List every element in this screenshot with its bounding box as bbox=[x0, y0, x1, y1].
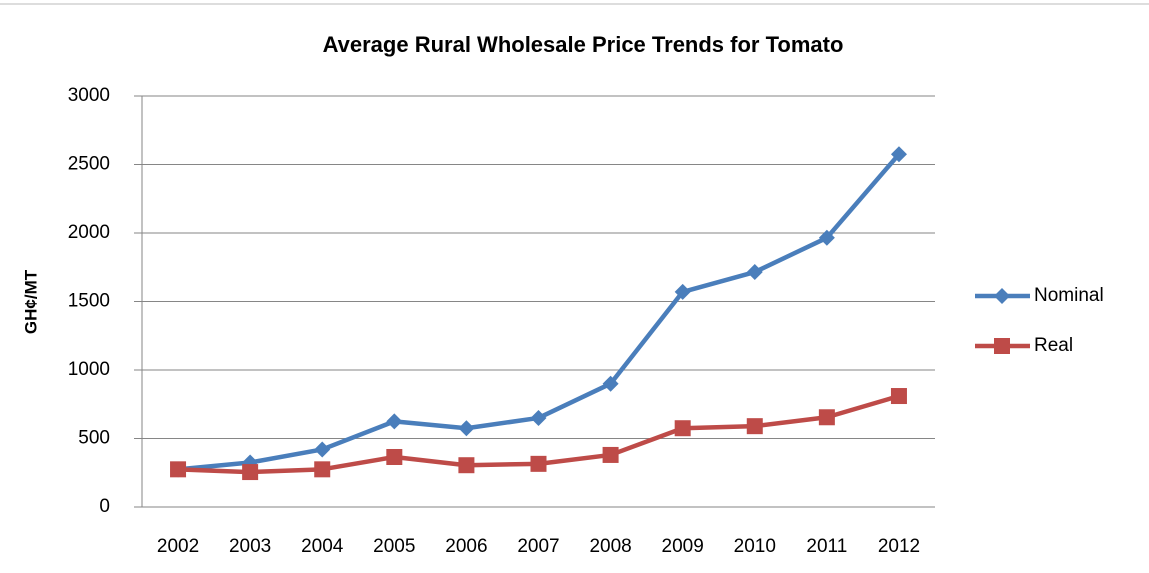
legend-label: Nominal bbox=[1034, 285, 1104, 306]
x-tick-label: 2011 bbox=[806, 536, 847, 557]
data-point bbox=[458, 457, 475, 474]
data-point bbox=[890, 388, 907, 405]
x-tick-label: 2008 bbox=[589, 536, 631, 557]
y-tick-label: 500 bbox=[78, 428, 110, 449]
data-point bbox=[674, 283, 691, 300]
data-point bbox=[602, 375, 619, 392]
data-point bbox=[314, 441, 331, 458]
x-tick-label: 2002 bbox=[157, 536, 199, 557]
data-point bbox=[530, 455, 547, 472]
y-tick-label: 3000 bbox=[68, 85, 110, 106]
x-tick-label: 2005 bbox=[373, 536, 415, 557]
y-tick-label: 1500 bbox=[68, 291, 110, 312]
chart-title: Average Rural Wholesale Price Trends for… bbox=[323, 32, 844, 57]
data-point bbox=[314, 461, 331, 478]
data-point bbox=[674, 420, 691, 437]
data-point bbox=[818, 229, 835, 246]
data-point bbox=[818, 409, 835, 426]
data-point bbox=[458, 420, 475, 437]
y-tick-label: 2000 bbox=[68, 222, 110, 243]
data-point bbox=[602, 446, 619, 463]
x-tick-label: 2006 bbox=[445, 536, 487, 557]
x-tick-label: 2007 bbox=[517, 536, 559, 557]
y-tick-label: 2500 bbox=[68, 154, 110, 175]
data-point bbox=[530, 409, 547, 426]
data-point bbox=[746, 418, 763, 435]
legend-label: Real bbox=[1034, 335, 1073, 356]
y-tick-label: 1000 bbox=[68, 359, 110, 380]
x-tick-label: 2010 bbox=[734, 536, 776, 557]
x-tick-label: 2012 bbox=[878, 536, 920, 557]
data-point bbox=[746, 264, 763, 281]
y-tick-label: 0 bbox=[99, 496, 110, 517]
y-axis-label: GH¢/MT bbox=[21, 269, 40, 334]
data-point bbox=[170, 461, 187, 478]
legend-marker bbox=[994, 288, 1010, 304]
x-tick-label: 2003 bbox=[229, 536, 271, 557]
data-point bbox=[386, 448, 403, 465]
data-point bbox=[386, 413, 403, 430]
x-tick-label: 2004 bbox=[301, 536, 344, 557]
data-point bbox=[242, 464, 259, 481]
data-point bbox=[890, 146, 907, 163]
legend-marker bbox=[994, 338, 1010, 354]
x-tick-label: 2009 bbox=[662, 536, 704, 557]
